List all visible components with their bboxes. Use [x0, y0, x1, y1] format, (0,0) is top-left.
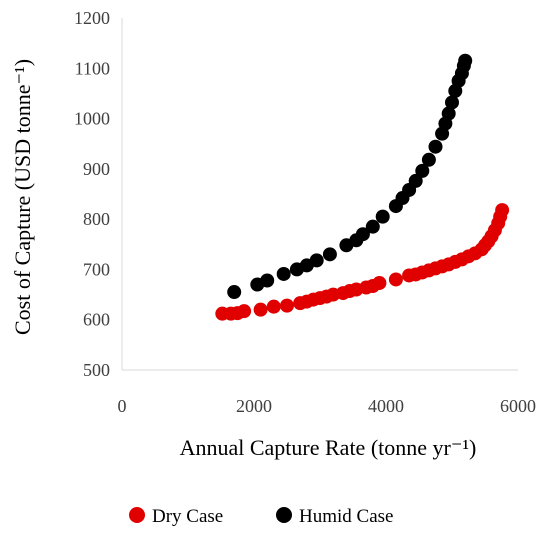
y-tick-label: 500 — [83, 360, 110, 380]
humid-case-point — [441, 106, 456, 121]
legend-marker-humid-case — [276, 507, 292, 523]
y-tick-label: 900 — [83, 159, 110, 179]
y-tick-labels: 500 600 700 800 900 1000 1100 1200 — [74, 8, 110, 380]
y-axis-title: Cost of Capture (USD tonne⁻¹) — [10, 59, 35, 335]
dry-case-point — [495, 203, 510, 218]
y-tick-label: 1000 — [74, 109, 110, 129]
legend-marker-dry-case — [129, 507, 145, 523]
humid-case-series — [227, 53, 473, 300]
humid-case-point — [276, 266, 291, 281]
humid-case-point — [355, 227, 370, 242]
y-tick-label: 1100 — [75, 58, 110, 78]
humid-case-point — [322, 247, 337, 262]
dry-case-point — [372, 276, 387, 291]
humid-case-point — [260, 273, 275, 288]
dry-case-point — [266, 299, 281, 314]
humid-case-point — [365, 219, 380, 234]
x-tick-label: 0 — [118, 396, 127, 416]
x-axis-title: Annual Capture Rate (tonne yr⁻¹) — [180, 435, 477, 460]
y-tick-label: 600 — [83, 310, 110, 330]
y-tick-label: 700 — [83, 259, 110, 279]
dry-case-point — [388, 272, 403, 287]
humid-case-point — [309, 253, 324, 268]
legend-label-dry-case: Dry Case — [152, 506, 223, 527]
y-tick-label: 1200 — [74, 8, 110, 28]
plot-area: 500 600 700 800 900 1000 1100 1200 0 2000 4000 600… — [74, 8, 536, 416]
x-tick-labels: 0 2000 4000 6000 — [118, 396, 537, 416]
dry-case-point — [280, 298, 294, 313]
x-tick-label: 2000 — [236, 396, 272, 416]
humid-case-point — [421, 152, 436, 167]
humid-case-point — [227, 285, 242, 300]
dry-case-series — [215, 203, 510, 321]
y-tick-label: 800 — [83, 209, 110, 229]
legend: Dry Case Humid Case — [129, 506, 393, 527]
legend-label-humid-case: Humid Case — [299, 506, 393, 527]
humid-case-point — [408, 173, 423, 188]
dry-case-point — [253, 302, 268, 317]
x-tick-label: 6000 — [500, 396, 536, 416]
humid-case-point — [458, 53, 473, 68]
humid-case-point — [415, 163, 430, 178]
humid-case-point — [375, 209, 390, 224]
humid-case-point — [445, 95, 459, 110]
humid-case-point — [428, 139, 443, 154]
x-tick-label: 4000 — [368, 396, 404, 416]
dry-case-point — [237, 304, 252, 319]
